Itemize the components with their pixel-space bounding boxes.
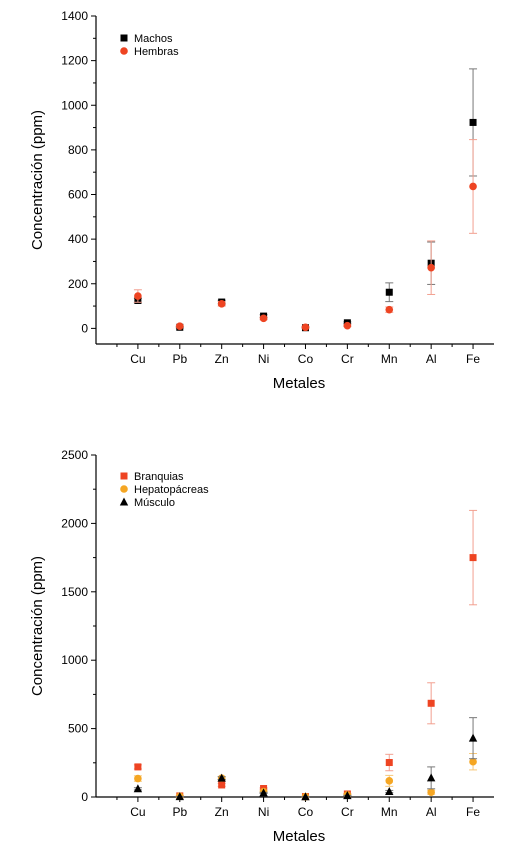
x-axis-title: Metales <box>273 828 326 845</box>
x-tick-label: Mn <box>381 352 398 366</box>
y-tick-label: 2500 <box>61 448 88 462</box>
data-point-mn <box>385 759 393 767</box>
data-point-fe <box>469 118 477 126</box>
x-tick-label: Cu <box>130 352 145 366</box>
legend-marker <box>120 47 128 55</box>
data-point-cu <box>134 292 142 300</box>
y-axis-title: Concentración (ppm) <box>29 556 46 696</box>
y-tick-label: 0 <box>81 321 88 335</box>
y-tick-label: 1000 <box>61 98 88 112</box>
x-tick-label: Cr <box>341 352 354 366</box>
y-tick-label: 2000 <box>61 516 88 530</box>
legend-label: Hepatopácreas <box>134 484 209 496</box>
data-point-fe <box>468 733 478 742</box>
legend-marker <box>120 485 128 493</box>
x-tick-label: Zn <box>215 805 229 819</box>
x-tick-label: Al <box>426 805 437 819</box>
series-m-sculo <box>133 717 478 801</box>
legend-marker <box>120 34 128 42</box>
y-axis-title: Concentración (ppm) <box>29 110 46 250</box>
legend-label: Machos <box>134 33 173 45</box>
x-tick-label: Al <box>426 352 437 366</box>
x-tick-label: Fe <box>466 352 480 366</box>
series-branquias <box>133 509 478 801</box>
data-point-cu <box>134 763 142 771</box>
data-point-al <box>427 263 435 272</box>
data-point-pb <box>175 792 184 801</box>
legend-marker <box>119 497 129 506</box>
data-point-al <box>427 788 435 797</box>
y-tick-label: 400 <box>68 232 88 246</box>
data-point-ni <box>259 314 268 323</box>
data-point-fe <box>469 757 477 766</box>
legend-marker <box>120 472 128 480</box>
data-point-zn <box>217 300 226 308</box>
data-point-pb <box>175 322 184 330</box>
x-tick-label: Co <box>298 805 314 819</box>
data-point-mn <box>385 288 393 296</box>
legend-label: Músculo <box>134 497 175 509</box>
data-point-ni <box>259 788 268 797</box>
data-point-cr <box>343 791 352 800</box>
data-point-fe <box>469 182 477 191</box>
y-tick-label: 200 <box>68 277 88 291</box>
data-point-zn <box>217 773 226 782</box>
y-tick-label: 1400 <box>61 9 88 23</box>
data-point-al <box>427 699 435 707</box>
x-tick-label: Pb <box>172 352 187 366</box>
x-tick-label: Cu <box>130 805 145 819</box>
data-point-co <box>301 323 310 332</box>
data-point-al <box>426 773 436 782</box>
chart-panel-1: 0 200 400 600 800 1000 1200 1400 Cu Pb Zn Ni Co Cr Mn A… <box>29 9 494 392</box>
data-point-mn <box>385 777 394 785</box>
data-point-fe <box>469 554 477 562</box>
x-tick-label: Ni <box>258 352 269 366</box>
data-point-cu <box>134 774 142 783</box>
y-tick-label: 1000 <box>61 653 88 667</box>
series-hembras <box>133 139 478 332</box>
y-tick-label: 800 <box>68 143 88 157</box>
x-tick-label: Mn <box>381 805 398 819</box>
legend-label: Hembras <box>134 46 179 58</box>
x-tick-label: Co <box>298 352 314 366</box>
x-axis-title: Metales <box>273 375 326 392</box>
y-tick-label: 600 <box>68 188 88 202</box>
chart-panel-2: 0 500 1000 1500 2000 2500 Cu Pb Zn Ni Co Cr Mn Al Fe Me… <box>29 448 494 845</box>
x-tick-label: Cr <box>341 805 354 819</box>
data-point-cr <box>343 321 352 330</box>
data-point-zn <box>218 781 226 789</box>
y-tick-label: 1500 <box>61 585 88 599</box>
y-tick-label: 0 <box>81 790 88 804</box>
x-tick-label: Pb <box>172 805 187 819</box>
series-machos <box>133 68 478 332</box>
x-tick-label: Ni <box>258 805 269 819</box>
x-tick-label: Zn <box>215 352 229 366</box>
y-tick-label: 500 <box>68 722 88 736</box>
data-point-co <box>301 792 310 801</box>
data-point-mn <box>385 305 394 314</box>
data-point-cu <box>133 784 143 793</box>
y-tick-label: 1200 <box>61 54 88 68</box>
x-tick-label: Fe <box>466 805 480 819</box>
data-point-mn <box>385 787 394 796</box>
legend-label: Branquias <box>134 471 184 483</box>
